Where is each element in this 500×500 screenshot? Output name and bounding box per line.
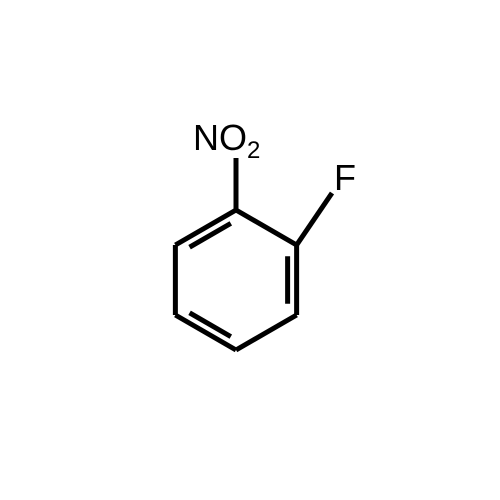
atom-label: F	[334, 157, 356, 198]
substituent-bond	[297, 193, 332, 245]
molecule-diagram: F NO2	[0, 0, 500, 500]
atom-label: NO2	[193, 117, 260, 164]
ring-bond	[236, 210, 297, 245]
ring-bond	[236, 315, 297, 350]
